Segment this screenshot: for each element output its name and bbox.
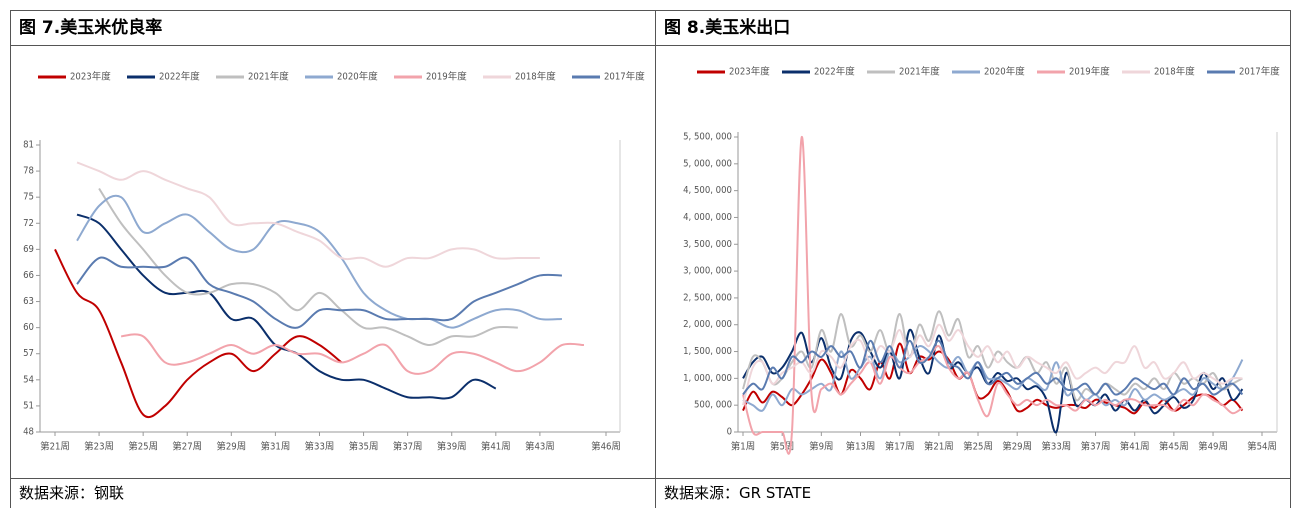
legend-label: 2019年度: [1069, 66, 1110, 78]
series-line: [76, 161, 540, 268]
y-tick-label: 69: [23, 244, 34, 255]
x-tick-label: 第25周: [128, 441, 158, 453]
y-tick-label: 5, 500, 000: [683, 132, 732, 143]
y-tick-label: 4, 000, 000: [683, 212, 732, 223]
x-tick-label: 第41周: [1120, 441, 1150, 453]
x-tick-label: 第35周: [349, 441, 379, 453]
y-tick-label: 66: [23, 270, 34, 281]
x-tick-label: 第33周: [305, 441, 335, 453]
x-tick-label: 第29周: [216, 441, 246, 453]
x-tick-label: 第17周: [885, 441, 915, 453]
x-tick-label: 第23周: [84, 441, 114, 453]
x-tick-label: 第33周: [1041, 441, 1071, 453]
y-tick-label: 4, 500, 000: [683, 185, 732, 196]
y-tick-label: 0: [727, 427, 732, 438]
y-tick-label: 60: [23, 322, 34, 333]
y-tick-label: 5, 000, 000: [683, 158, 732, 169]
series-line: [54, 248, 343, 419]
x-tick-label: 第13周: [846, 441, 876, 453]
x-tick-label: 第5周: [770, 441, 794, 453]
x-tick-label: 第49周: [1198, 441, 1228, 453]
legend-label: 2020年度: [984, 66, 1025, 78]
panel-title: 图 7.美玉米优良率: [10, 10, 656, 46]
x-tick-label: 第46周: [591, 441, 621, 453]
y-tick-label: 81: [23, 140, 34, 151]
y-tick-label: 3, 500, 000: [683, 239, 732, 250]
x-tick-label: 第25周: [963, 441, 993, 453]
y-tick-label: 51: [23, 400, 34, 411]
legend-label: 2019年度: [426, 71, 467, 83]
legend-label: 2018年度: [1154, 66, 1195, 78]
legend-label: 2022年度: [814, 66, 855, 78]
series-line: [76, 213, 497, 400]
y-tick-label: 1, 500, 000: [683, 346, 732, 357]
y-tick-label: 63: [23, 296, 34, 307]
y-tick-label: 2, 500, 000: [683, 292, 732, 303]
y-tick-label: 78: [23, 166, 34, 177]
legend-label: 2023年度: [70, 71, 111, 83]
x-tick-label: 第37周: [1081, 441, 1111, 453]
x-tick-label: 第39周: [437, 441, 467, 453]
series-line: [742, 310, 1243, 402]
x-tick-label: 第37周: [393, 441, 423, 453]
y-tick-label: 75: [23, 192, 34, 203]
x-tick-label: 第41周: [481, 441, 511, 453]
x-tick-label: 第9周: [809, 441, 833, 453]
x-tick-label: 第29周: [1002, 441, 1032, 453]
legend-label: 2018年度: [515, 71, 556, 83]
series-line: [76, 256, 562, 329]
series-line: [98, 187, 518, 347]
x-tick-label: 第54周: [1247, 441, 1277, 453]
source-note: 数据来源：GR STATE: [655, 478, 1291, 508]
series-line: [76, 194, 562, 329]
y-tick-label: 72: [23, 218, 34, 229]
x-tick-label: 第21周: [924, 441, 954, 453]
series-line: [742, 135, 1243, 455]
series-line: [742, 345, 1244, 412]
x-tick-label: 第1周: [731, 441, 755, 453]
y-tick-label: 48: [23, 427, 34, 438]
y-tick-label: 3, 000, 000: [683, 266, 732, 277]
y-tick-label: 57: [23, 348, 34, 359]
x-tick-label: 第21周: [40, 441, 70, 453]
x-tick-label: 第31周: [260, 441, 290, 453]
legend-label: 2021年度: [248, 71, 289, 83]
y-tick-label: 2, 000, 000: [683, 319, 732, 330]
legend-label: 2020年度: [337, 71, 378, 83]
x-tick-label: 第43周: [525, 441, 555, 453]
y-tick-label: 500, 000: [694, 400, 732, 411]
legend-label: 2022年度: [159, 71, 200, 83]
y-tick-label: 54: [23, 374, 34, 385]
legend-label: 2017年度: [604, 71, 645, 83]
legend-label: 2023年度: [729, 66, 770, 78]
legend-label: 2017年度: [1239, 66, 1280, 78]
series-line: [742, 342, 1244, 415]
x-tick-label: 第45周: [1159, 441, 1189, 453]
series-line: [121, 333, 585, 375]
y-tick-label: 1, 000, 000: [683, 373, 732, 384]
legend-label: 2021年度: [899, 66, 940, 78]
x-tick-label: 第27周: [172, 441, 202, 453]
series-line: [742, 339, 1244, 396]
